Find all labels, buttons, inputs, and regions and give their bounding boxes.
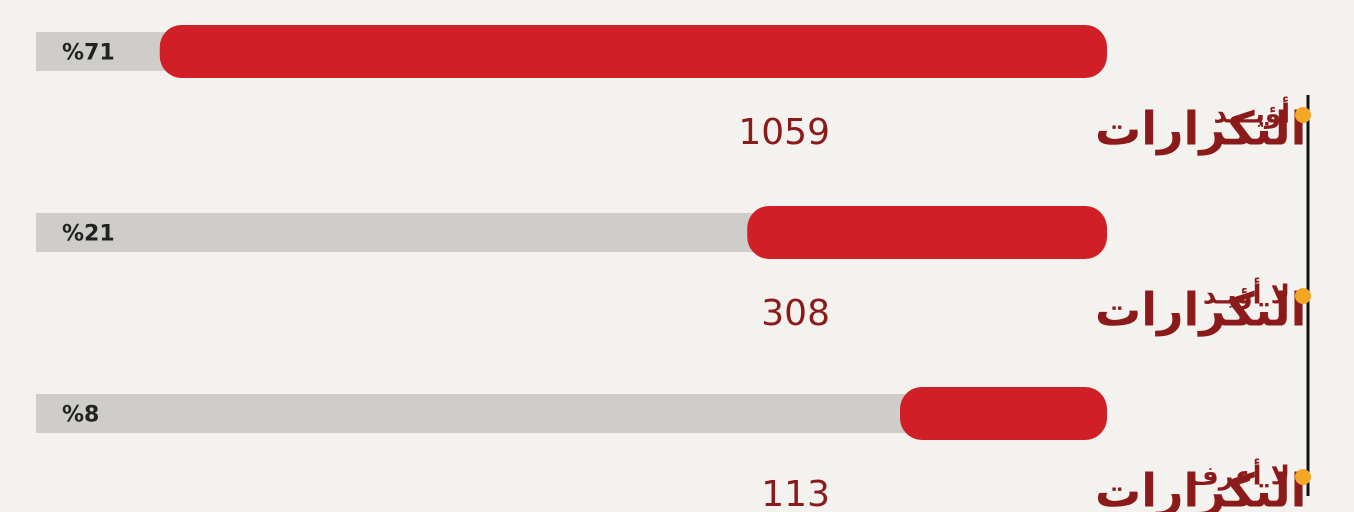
count-word: التكرارات: [1095, 283, 1306, 337]
bar: [159, 25, 1107, 78]
bar: [900, 387, 1107, 440]
value-label: %21: [62, 222, 115, 247]
value-label: %8: [62, 403, 99, 428]
bar: [747, 206, 1107, 259]
timeline-dot: [1295, 107, 1311, 123]
category-label: لا أؤيـد: [1203, 278, 1290, 311]
timeline-dot: [1295, 469, 1311, 485]
category-label: أؤيـــد: [1213, 97, 1290, 130]
timeline-dot: [1295, 288, 1311, 304]
count-value: 1059: [738, 112, 830, 153]
category-label: لا أعرف: [1189, 459, 1290, 492]
count-word: التكرارات: [1095, 464, 1306, 512]
count-word: التكرارات: [1095, 102, 1306, 156]
value-label: %71: [62, 41, 115, 66]
count-value: 308: [761, 293, 830, 334]
count-value: 113: [761, 474, 830, 512]
